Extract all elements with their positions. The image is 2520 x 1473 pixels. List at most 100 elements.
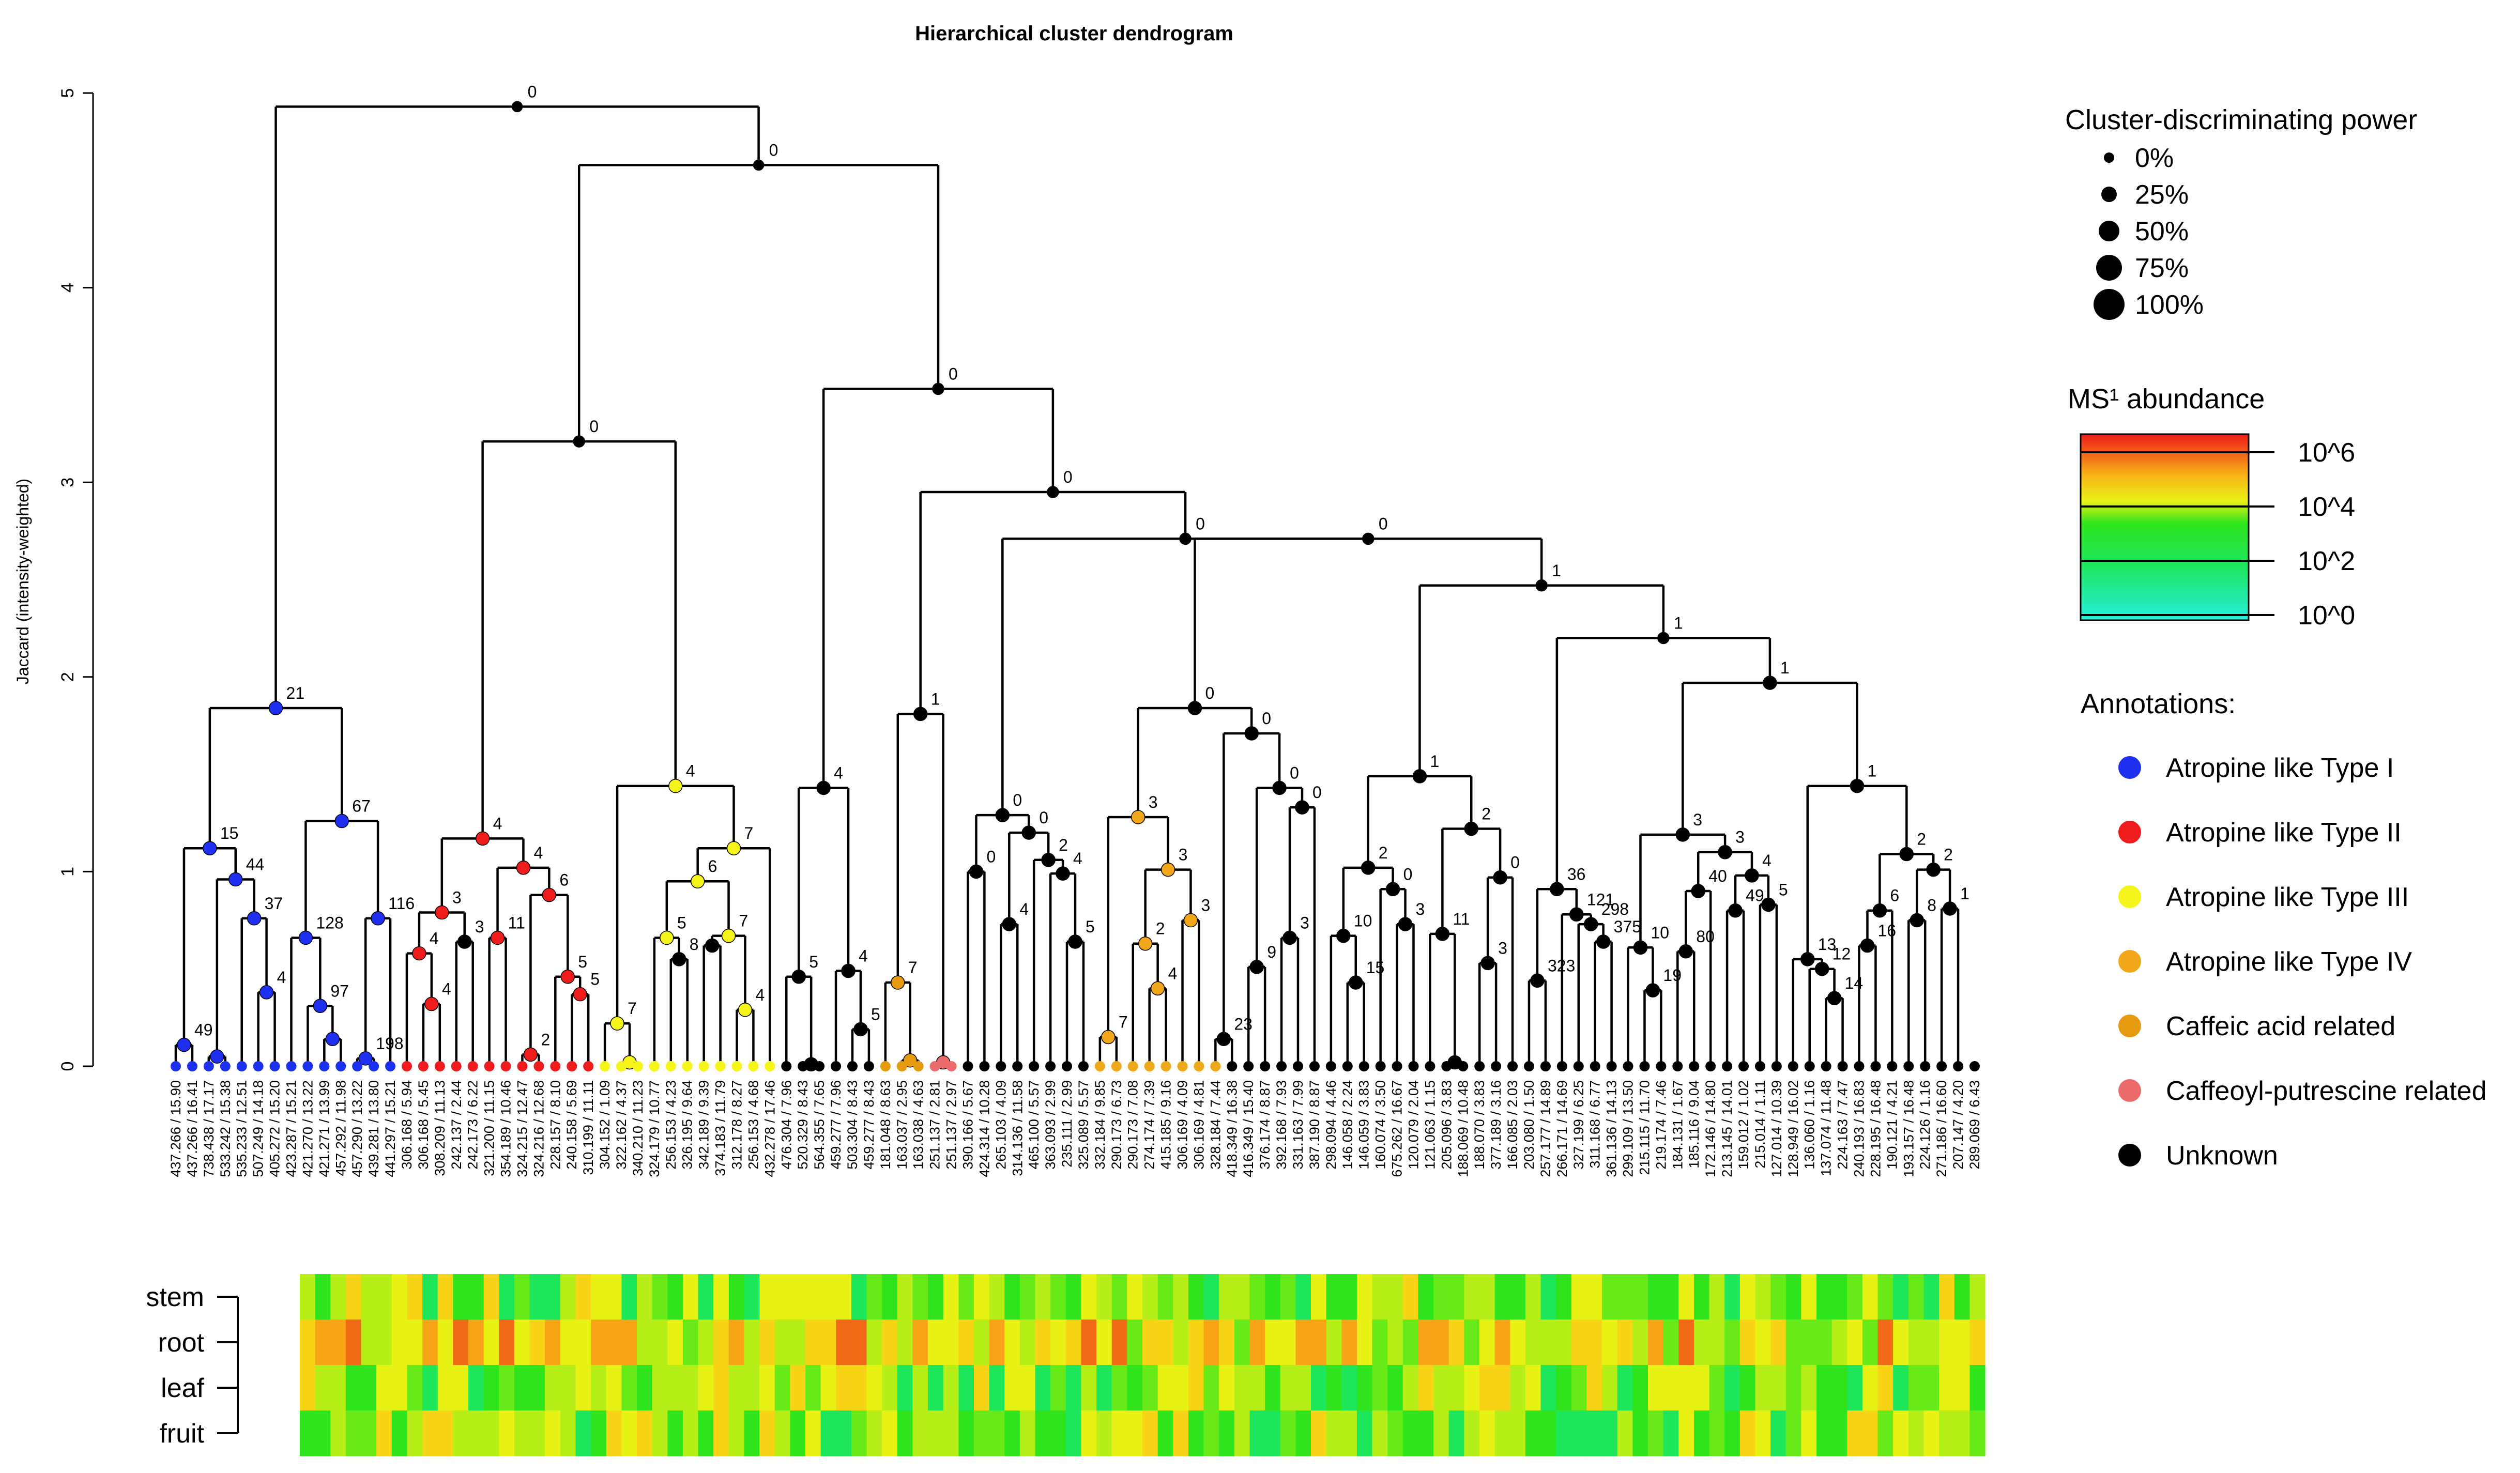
leaf-dot <box>467 1061 478 1071</box>
heatmap-cell <box>1203 1274 1219 1320</box>
abundance-tick-label: 10^2 <box>2298 546 2355 576</box>
leaf-dot <box>1639 1061 1650 1071</box>
node-label: 3 <box>1149 793 1158 811</box>
heatmap-cell <box>851 1365 867 1411</box>
leaf-dot <box>781 1061 792 1071</box>
heatmap-cell <box>1801 1365 1817 1411</box>
heatmap-cell <box>1035 1410 1051 1456</box>
heatmap-cell <box>728 1365 745 1411</box>
heatmap-cell <box>1632 1274 1648 1320</box>
heatmap-cell <box>1785 1274 1801 1320</box>
leaf-label: 503.304 / 8.43 <box>845 1080 860 1170</box>
tree-node <box>1349 975 1363 990</box>
heatmap-cell <box>958 1274 974 1320</box>
heatmap-cell <box>928 1319 944 1365</box>
node-label: 44 <box>246 855 265 873</box>
size-legend-dot <box>2096 255 2122 281</box>
leaf-label: 128.949 / 16.02 <box>1785 1080 1801 1177</box>
leaf-dot <box>1969 1061 1980 1071</box>
tree-node <box>511 101 523 113</box>
heatmap-cell <box>1234 1410 1250 1456</box>
heatmap-cell <box>1479 1410 1495 1456</box>
heatmap-cell <box>1173 1410 1189 1456</box>
heatmap-cell <box>790 1365 806 1411</box>
heatmap-cell <box>407 1410 423 1456</box>
heatmap-cell <box>1372 1365 1388 1411</box>
heatmap-cell <box>1847 1319 1863 1365</box>
heatmap-cell <box>1402 1319 1419 1365</box>
leaf-label: 299.109 / 13.50 <box>1621 1080 1636 1177</box>
node-label: 0 <box>1290 763 1299 782</box>
heatmap-cell <box>1448 1365 1464 1411</box>
heatmap-cell <box>1969 1410 1986 1456</box>
heatmap-cell <box>774 1365 790 1411</box>
heatmap-cell <box>453 1365 469 1411</box>
dendrogram-tree: 4943744159712819811667214433112556447854… <box>171 82 1980 1071</box>
leaf-label: 390.166 / 5.67 <box>960 1080 975 1170</box>
heatmap-cell <box>1387 1365 1403 1411</box>
leaf-dot <box>1160 1061 1171 1071</box>
heatmap-cell <box>1341 1274 1357 1320</box>
leaf-dot <box>1887 1061 1898 1071</box>
y-tick-label: 3 <box>58 478 78 487</box>
heatmap-cell <box>468 1365 484 1411</box>
leaf-dot <box>187 1061 197 1071</box>
node-label: 0 <box>1196 514 1205 533</box>
heatmap-cell <box>1632 1319 1648 1365</box>
heatmap-cell <box>1265 1274 1281 1320</box>
tissue-label: root <box>158 1328 204 1358</box>
heatmap-cell <box>1954 1410 1970 1456</box>
leaf-label: 137.074 / 11.48 <box>1819 1080 1834 1176</box>
heatmap-cell <box>1234 1319 1250 1365</box>
tree-node <box>1272 780 1287 795</box>
heatmap-cell <box>1648 1319 1664 1365</box>
heatmap-cell <box>774 1274 790 1320</box>
leaf-dot <box>896 1061 907 1071</box>
heatmap-cell <box>851 1274 867 1320</box>
leaf-dot <box>1474 1061 1485 1071</box>
heatmap-cell <box>1709 1274 1725 1320</box>
heatmap-cell <box>545 1319 561 1365</box>
tree-node <box>1480 956 1495 971</box>
node-label: 4 <box>442 979 451 998</box>
leaf-dot <box>847 1061 858 1071</box>
heatmap-cell <box>974 1365 990 1411</box>
heatmap-cell <box>1004 1319 1020 1365</box>
heatmap-cell <box>1785 1410 1801 1456</box>
heatmap-cell <box>545 1365 561 1411</box>
leaf-label: 271.186 / 16.60 <box>1934 1080 1949 1177</box>
heatmap-cell <box>1602 1365 1618 1411</box>
heatmap-cell <box>652 1274 668 1320</box>
leaf-dot <box>1408 1061 1419 1071</box>
heatmap-cell <box>315 1410 331 1456</box>
heatmap-cell <box>1433 1365 1449 1411</box>
heatmap-cell <box>1678 1365 1694 1411</box>
heatmap-cell <box>698 1274 714 1320</box>
heatmap-cell <box>437 1274 453 1320</box>
leaf-dot <box>1920 1061 1931 1071</box>
heatmap-cell <box>606 1319 622 1365</box>
heatmap-cell <box>1464 1410 1480 1456</box>
heatmap-cell <box>1326 1365 1342 1411</box>
heatmap-cell <box>437 1410 453 1456</box>
leaf-dot <box>979 1061 990 1071</box>
leaf-label: 306.169 / 4.81 <box>1191 1080 1206 1170</box>
heatmap-cell <box>591 1410 607 1456</box>
leaf-dot <box>814 1061 825 1071</box>
tissue-label: leaf <box>161 1373 204 1403</box>
leaf-dot <box>220 1061 231 1071</box>
node-label: 5 <box>578 953 587 971</box>
heatmap-cell <box>1693 1274 1710 1320</box>
tree-node <box>1926 862 1941 877</box>
leaf-label: 224.163 / 7.47 <box>1835 1080 1851 1170</box>
heatmap-cell <box>1295 1410 1311 1456</box>
leaf-label: 240.158 / 5.69 <box>564 1080 579 1170</box>
heatmap-cell <box>545 1274 561 1320</box>
heatmap-cell <box>1663 1365 1679 1411</box>
node-label: 2 <box>541 1030 550 1049</box>
leaf-label: 265.103 / 4.09 <box>993 1080 1009 1170</box>
node-label: 1 <box>1868 762 1877 780</box>
node-label: 3 <box>1693 810 1702 829</box>
heatmap-cell <box>1862 1365 1878 1411</box>
tree-node <box>1041 853 1056 867</box>
